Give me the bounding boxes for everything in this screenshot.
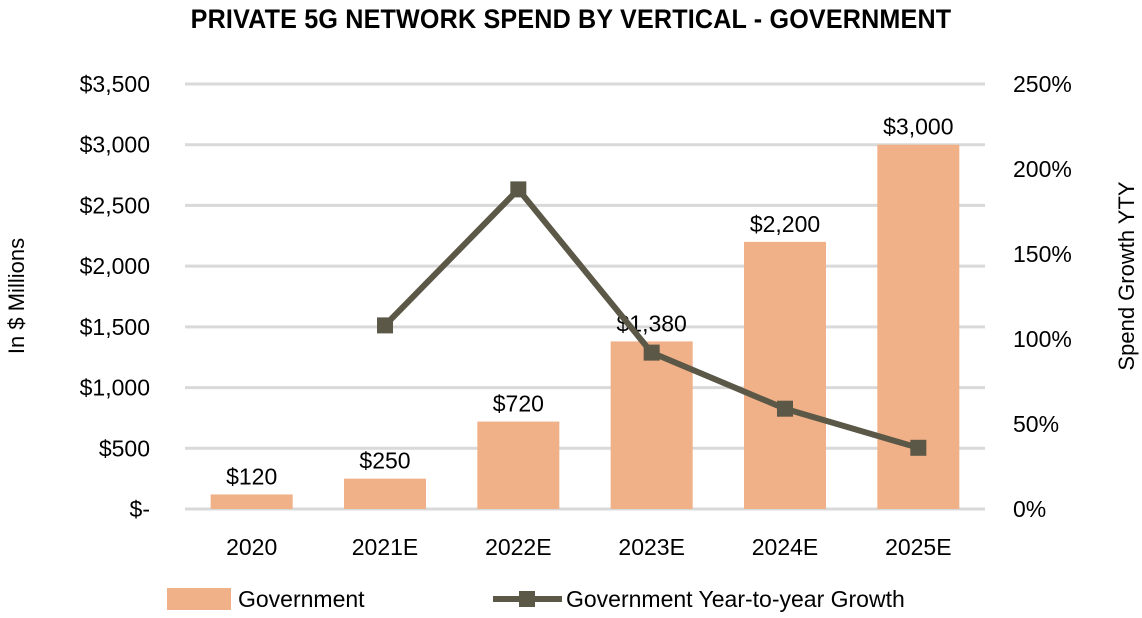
left-tick-label: $3,000: [80, 132, 150, 158]
legend-label-bar: Government: [238, 586, 365, 612]
bar: [477, 421, 560, 509]
line-marker: [910, 439, 927, 456]
left-tick-label: $-: [130, 496, 150, 522]
chart-title: PRIVATE 5G NETWORK SPEND BY VERTICAL - G…: [190, 4, 952, 34]
bar: [744, 241, 826, 509]
right-axis-title: Spend Growth YTY: [1114, 181, 1139, 370]
bar: [344, 478, 426, 509]
right-tick-label: 50%: [1013, 411, 1059, 437]
gridlines: [185, 82, 985, 511]
right-tick-label: 0%: [1013, 496, 1046, 522]
bar-data-label: $2,200: [750, 211, 820, 237]
x-tick-label: 2022E: [485, 534, 552, 560]
line-series: [377, 181, 927, 456]
left-tick-label: $2,500: [80, 192, 150, 218]
x-tick-label: 2023E: [618, 534, 685, 560]
line-marker: [777, 400, 793, 417]
x-tick-label: 2025E: [885, 534, 952, 560]
line-marker: [643, 344, 660, 361]
right-tick-label: 200%: [1013, 156, 1072, 182]
left-tick-label: $1,500: [80, 314, 150, 340]
right-tick-label: 150%: [1013, 241, 1072, 267]
bar-data-label: $250: [359, 448, 410, 474]
left-axis-title: In $ Millions: [4, 238, 29, 354]
bar-data-label: $3,000: [883, 114, 953, 140]
left-tick-label: $2,000: [80, 253, 150, 279]
line-marker: [510, 181, 527, 198]
bar-data-label: $720: [493, 391, 544, 417]
left-tick-label: $1,000: [80, 375, 150, 401]
bar: [610, 341, 693, 509]
legend: Government Government Year-to-year Growth: [167, 586, 905, 612]
bar-data-label: $120: [226, 463, 277, 489]
line-marker: [377, 317, 393, 334]
legend-swatch-bar: [167, 588, 231, 610]
bar: [210, 494, 293, 509]
bar-data-labels: $120$250$720$1,380$2,200$3,000: [226, 114, 953, 490]
x-tick-label: 2020: [226, 534, 277, 560]
legend-label-line: Government Year-to-year Growth: [566, 586, 905, 612]
x-axis-ticks: 2020 2021E 2022E 2023E 2024E 2025E: [226, 534, 952, 560]
x-tick-label: 2024E: [752, 534, 819, 560]
right-tick-label: 250%: [1013, 71, 1072, 97]
right-axis-ticks: 0% 50% 100% 150% 200% 250%: [1013, 71, 1072, 522]
right-tick-label: 100%: [1013, 326, 1072, 352]
x-tick-label: 2021E: [352, 534, 419, 560]
left-axis-ticks: $- $500 $1,000 $1,500 $2,000 $2,500 $3,000 $3,5…: [80, 71, 150, 522]
legend-swatch-marker: [519, 591, 535, 607]
left-tick-label: $500: [99, 435, 150, 461]
left-tick-label: $3,500: [80, 71, 150, 97]
